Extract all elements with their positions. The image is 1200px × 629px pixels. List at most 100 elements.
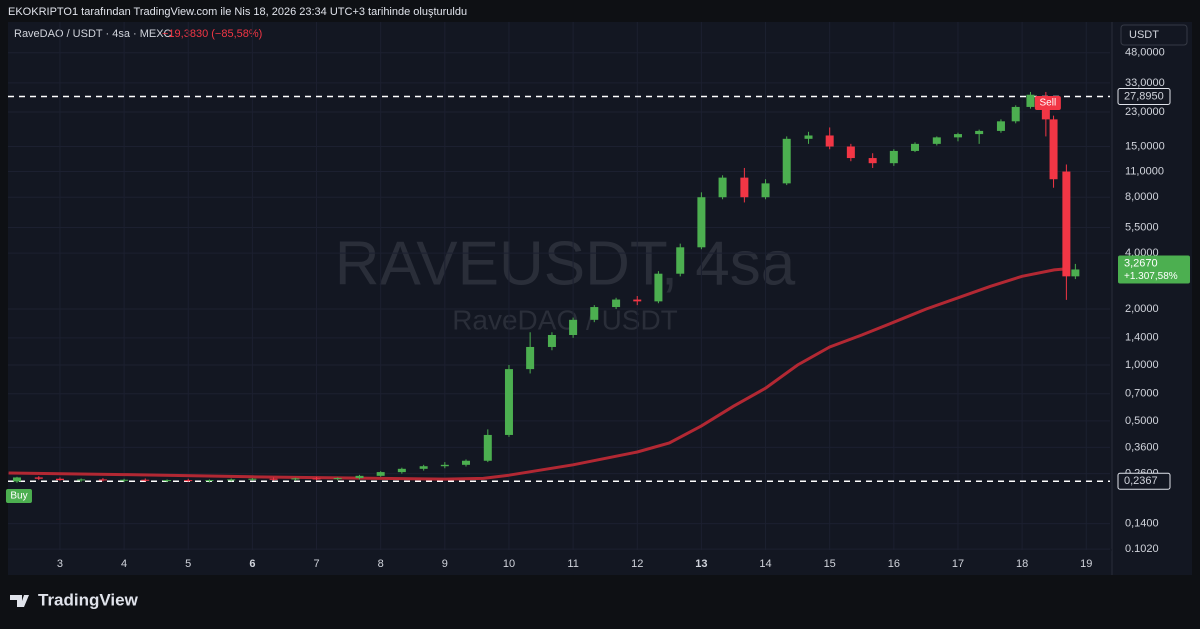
x-tick-label: 3 (57, 558, 63, 570)
candle-body (846, 146, 855, 159)
candle-body (953, 134, 962, 138)
candle-body (461, 460, 470, 465)
watermark: RAVEUSDT, 4sa (335, 229, 796, 298)
y-tick-label: 0.1020 (1125, 543, 1159, 555)
y-tick-label: 0,7000 (1125, 388, 1159, 400)
candle-body (761, 183, 770, 198)
candle-body (397, 468, 406, 473)
currency[interactable]: USDT (1129, 29, 1159, 41)
signal-box (5, 489, 32, 503)
logo-mark (10, 595, 29, 607)
candle-body (868, 158, 877, 164)
candle-body (440, 464, 449, 467)
signal-box (1034, 96, 1061, 110)
y-tick-label: 2,0000 (1125, 303, 1159, 315)
x-tick-label: 9 (442, 558, 448, 570)
symbol: RaveDAO / USDT · 4sa · MEXC (14, 28, 172, 40)
y-tick-label: 1,4000 (1125, 332, 1159, 344)
candle-body (227, 479, 236, 481)
price-line-label-box (1117, 472, 1171, 490)
candle-body (163, 480, 172, 482)
candle-body (248, 478, 257, 480)
x-tick-label: 13 (695, 558, 707, 570)
candle-body (141, 479, 150, 481)
candle-body (633, 299, 642, 302)
candle-body (1026, 94, 1035, 107)
candle-body (911, 143, 920, 151)
candle-body (676, 247, 685, 274)
candle-body (804, 135, 813, 139)
candle-body (996, 121, 1005, 131)
y-tick-label: 48,0000 (1125, 47, 1165, 59)
x-tick-label: 8 (378, 558, 384, 570)
candle-body (355, 475, 364, 479)
candle-body (612, 299, 621, 308)
candle-body (718, 177, 727, 198)
candle-body (1071, 269, 1080, 277)
y-tick-label: 0,3600 (1125, 441, 1159, 453)
y-tick-label: 0,5000 (1125, 415, 1159, 427)
y-tick-label: 5,5000 (1125, 221, 1159, 233)
y-tick-label: 23,0000 (1125, 106, 1165, 118)
moving-average (8, 267, 1068, 481)
x-tick-label: 4 (121, 558, 127, 570)
candle-body (269, 478, 278, 480)
signal-label: Buy (10, 491, 27, 502)
candle-body (483, 434, 492, 461)
candle-body (205, 480, 214, 482)
candle-body (547, 334, 556, 347)
candle-body (77, 479, 86, 481)
signal-label: Sell (1040, 98, 1057, 109)
header: EKOKRIPTO1 tarafından TradingView.com il… (8, 6, 467, 18)
candle-body (526, 346, 535, 370)
y-tick-label: 8,0000 (1125, 191, 1159, 203)
candle-body (932, 137, 941, 144)
last-price-change: +1.307,58% (1124, 271, 1178, 282)
chart-panel (8, 22, 1192, 575)
candle-body (889, 150, 898, 164)
x-tick-label: 16 (888, 558, 900, 570)
candle-body (419, 466, 428, 469)
x-tick-label: 15 (824, 558, 836, 570)
x-tick-label: 18 (1016, 558, 1028, 570)
x-tick-label: 7 (313, 558, 319, 570)
x-tick-label: 11 (567, 558, 578, 570)
candle-body (98, 479, 107, 481)
candle-body (782, 138, 791, 184)
candle-body (504, 369, 513, 435)
x-tick-label: 5 (185, 558, 191, 570)
candle-body (569, 319, 578, 335)
candle-body (654, 273, 663, 302)
candle-body (590, 307, 599, 320)
x-tick-label: 6 (249, 558, 255, 570)
price-line-label: 27,8950 (1124, 90, 1164, 102)
candle-body (12, 477, 21, 482)
change: −19,3830 (−85,58%) (162, 28, 262, 40)
watermark-sub: RaveDAO / USDT (452, 304, 678, 335)
last-price-label: 3,2670 (1124, 257, 1158, 269)
y-tick-label: 11,0000 (1125, 165, 1164, 177)
candle-body (34, 477, 43, 479)
candle-body (291, 478, 300, 480)
candle-body (1011, 106, 1020, 122)
last-price-box (1118, 255, 1190, 284)
x-tick-label: 10 (503, 558, 515, 570)
y-tick-label: 15,0000 (1125, 140, 1165, 152)
candle-body (740, 177, 749, 198)
candle-body (697, 197, 706, 248)
y-tick-label: 33,0000 (1125, 77, 1165, 89)
y-tick-label: 1,0000 (1125, 359, 1159, 371)
y-tick-label: 0,1400 (1125, 517, 1159, 529)
x-tick-label: 17 (952, 558, 964, 570)
candle-body (975, 130, 984, 135)
candle-body (333, 478, 342, 480)
candle-body (1062, 171, 1071, 277)
x-tick-label: 14 (759, 558, 771, 570)
footer-brand: TradingView (38, 590, 139, 609)
currency-button[interactable] (1120, 24, 1188, 46)
x-tick-label: 12 (631, 558, 643, 570)
price-line-label-box (1117, 87, 1171, 105)
candle-body (120, 479, 129, 481)
candle-body (312, 478, 321, 480)
